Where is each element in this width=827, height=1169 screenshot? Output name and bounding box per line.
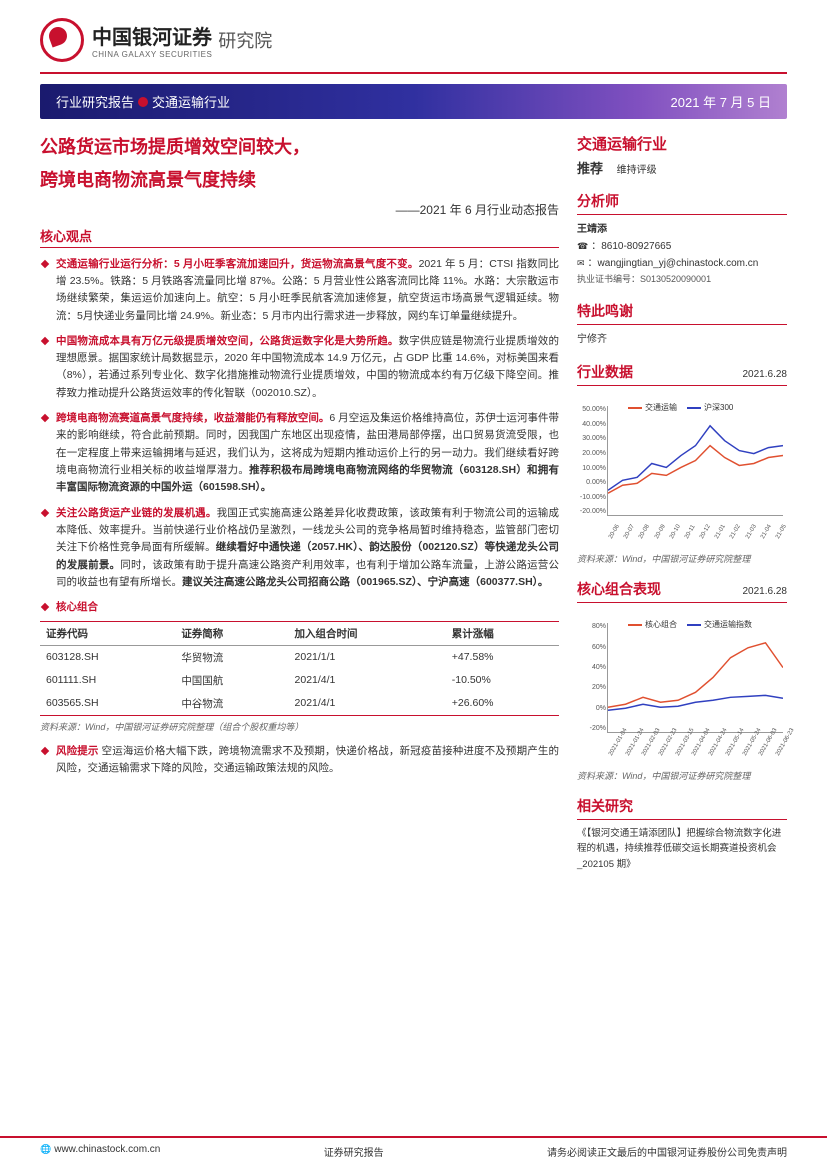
sidebar-industry: 交通运输行业 (577, 133, 787, 154)
table-row: 601111.SH 中国国航 2021/4/1 -10.50% (40, 669, 559, 692)
core-combo-label: 核心组合 (56, 601, 98, 613)
risk-list: 风险提示 空运海运价格大幅下跌，跨境物流需求不及预期，快递价格战，新冠疫苗接种进… (40, 743, 559, 778)
logo-cn: 中国银河证券 (92, 21, 212, 50)
report-title-line1: 公路货运市场提质增效空间较大， (40, 133, 559, 162)
bullet-4-lead: 关注公路货运产业链的发展机遇。 (56, 507, 217, 519)
chart2-source: 资料来源：Wind，中国银河证券研究院整理 (577, 769, 787, 782)
table-source: 资料来源：Wind，中国银河证券研究院整理（组合个股权重均等） (40, 720, 559, 733)
report-title-line2: 跨境电商物流高景气度持续 (40, 166, 559, 195)
main-column: 公路货运市场提质增效空间较大， 跨境电商物流高景气度持续 ——2021 年 6 … (40, 133, 559, 886)
analyst-block: 分析师 王靖添 ☎：8610-80927665 ✉：wangjingtian_y… (577, 191, 787, 287)
rating-line: 推荐 维持评级 (577, 158, 787, 177)
footer-disclaimer: 请务必阅读正文最后的中国银河证券股份公司免责声明 (547, 1144, 787, 1159)
chart2-series2 (608, 696, 783, 711)
bullet-4: 关注公路货运产业链的发展机遇。我国正式实施高速公路差异化收费政策，该政策有利于物… (40, 505, 559, 592)
analyst-title: 分析师 (577, 191, 787, 215)
combo-perf-title: 核心组合表现 2021.6.28 (577, 579, 787, 603)
footer-url: 🌐www.chinastock.com.cn (40, 1144, 160, 1159)
report-header: 中国银河证券 CHINA GALAXY SECURITIES 研究院 (0, 0, 827, 72)
risk-lead: 风险提示 (56, 745, 99, 757)
footer-center: 证券研究报告 (324, 1144, 384, 1159)
header-divider (40, 72, 787, 74)
chart1-yticks: 50.00% 40.00% 30.00% 20.00% 10.00% 0.00%… (578, 406, 606, 515)
chart2-wrap: 核心组合 交通运输指数 80% 60% 40% 20% 0% -20% (577, 609, 787, 765)
report-subtitle: ——2021 年 6 月行业动态报告 (40, 201, 559, 218)
phone-icon: ☎ (577, 241, 588, 251)
content-area: 公路货运市场提质增效空间较大， 跨境电商物流高景气度持续 ——2021 年 6 … (0, 119, 827, 886)
report-banner: 行业研究报告 交通运输行业 2021 年 7 月 5 日 (40, 84, 787, 119)
rating-value: 推荐 (577, 161, 603, 176)
rating-sub: 维持评级 (617, 165, 657, 176)
web-icon: 🌐 (40, 1144, 51, 1154)
chart2-series1 (608, 643, 783, 707)
rating-block: 交通运输行业 推荐 维持评级 (577, 133, 787, 177)
risk-body: 空运海运价格大幅下跌，跨境物流需求不及预期，快递价格战，新冠疫苗接种进度不及预期… (56, 745, 559, 774)
logo-en: CHINA GALAXY SECURITIES (92, 50, 212, 59)
chart2-yticks: 80% 60% 40% 20% 0% -20% (578, 623, 606, 732)
table-header-row: 证券代码 证券简称 加入组合时间 累计涨幅 (40, 621, 559, 645)
related-research-text: 《【银河交通王靖添团队】把握综合物流数字化进程的机遇，持续推荐低碳交运长期赛道投… (577, 826, 787, 872)
combo-perf-block: 核心组合表现 2021.6.28 核心组合 交通运输指数 80% 60% 40%… (577, 579, 787, 782)
bullet-1-lead: 交通运输行业运行分析：5 月小旺季客流加速回升，货运物流高景气度不变。 (56, 258, 419, 270)
th-return: 累计涨幅 (446, 621, 559, 645)
analyst-phone: ☎：8610-80927665 (577, 238, 787, 255)
related-research-title: 相关研究 (577, 796, 787, 820)
industry-data-block: 行业数据 2021.6.28 交通运输 沪深300 50.00% 40.00% … (577, 362, 787, 565)
banner-dot-icon (138, 97, 148, 107)
logo-text-block: 中国银河证券 CHINA GALAXY SECURITIES (92, 21, 212, 59)
banner-date: 2021 年 7 月 5 日 (671, 92, 771, 111)
th-name: 证券简称 (175, 621, 288, 645)
banner-category: 行业研究报告 (56, 92, 134, 111)
banner-industry: 交通运输行业 (152, 92, 230, 111)
chart1-svg (608, 406, 783, 515)
thanks-name: 宁修齐 (577, 331, 787, 348)
mail-icon: ✉ (577, 258, 585, 268)
core-view-list: 交通运输行业运行分析：5 月小旺季客流加速回升，货运物流高景气度不变。2021 … (40, 256, 559, 617)
chart2-xticks: 2021-01-04 2021-01-24 2021-02-03 2021-02… (608, 754, 783, 760)
thanks-title: 特此鸣谢 (577, 301, 787, 325)
bullet-4-tail2: 建议关注高速公路龙头公司招商公路（001965.SZ）、宁沪高速（600377.… (182, 576, 548, 588)
risk-bullet: 风险提示 空运海运价格大幅下跌，跨境物流需求不及预期，快递价格战，新冠疫苗接种进… (40, 743, 559, 778)
bullet-3-lead: 跨境电商物流赛道高景气度持续，收益潜能仍有释放空间。 (56, 412, 329, 424)
core-view-label: 核心观点 (40, 226, 559, 248)
bullet-3: 跨境电商物流赛道高景气度持续，收益潜能仍有释放空间。6 月空运及集运价格维持高位… (40, 410, 559, 497)
core-combo-table: 证券代码 证券简称 加入组合时间 累计涨幅 603128.SH 华贸物流 202… (40, 621, 559, 716)
analyst-info: 王靖添 ☎：8610-80927665 ✉：wangjingtian_yj@ch… (577, 221, 787, 287)
bullet-2-lead: 中国物流成本具有万亿元级提质增效空间，公路货运数字化是大势所趋。 (56, 335, 399, 347)
sidebar-column: 交通运输行业 推荐 维持评级 分析师 王靖添 ☎：8610-80927665 ✉… (577, 133, 787, 886)
thanks-block: 特此鸣谢 宁修齐 (577, 301, 787, 348)
industry-chart: 交通运输 沪深300 50.00% 40.00% 30.00% 20.00% 1… (607, 406, 783, 516)
th-date: 加入组合时间 (289, 621, 446, 645)
th-code: 证券代码 (40, 621, 175, 645)
page-footer: 🌐www.chinastock.com.cn 证券研究报告 请务必阅读正文最后的… (0, 1136, 827, 1169)
banner-left: 行业研究报告 交通运输行业 (56, 92, 230, 111)
analyst-name: 王靖添 (577, 221, 787, 238)
related-research-block: 相关研究 《【银河交通王靖添团队】把握综合物流数字化进程的机遇，持续推荐低碳交运… (577, 796, 787, 872)
chart2-svg (608, 623, 783, 732)
chart1-series2 (608, 426, 783, 490)
table-row: 603565.SH 中谷物流 2021/4/1 +26.60% (40, 692, 559, 716)
chart1-source: 资料来源：Wind，中国银河证券研究院整理 (577, 552, 787, 565)
bullet-1: 交通运输行业运行分析：5 月小旺季客流加速回升，货运物流高景气度不变。2021 … (40, 256, 559, 325)
analyst-cert: 执业证书编号：S0130520090001 (577, 272, 787, 287)
chart1-wrap: 交通运输 沪深300 50.00% 40.00% 30.00% 20.00% 1… (577, 392, 787, 548)
industry-data-title: 行业数据 2021.6.28 (577, 362, 787, 386)
combo-chart: 核心组合 交通运输指数 80% 60% 40% 20% 0% -20% (607, 623, 783, 733)
industry-data-date: 2021.6.28 (743, 369, 788, 380)
combo-perf-date: 2021.6.28 (743, 586, 788, 597)
logo-icon (40, 18, 84, 62)
logo-suffix: 研究院 (218, 27, 272, 53)
table-row: 603128.SH 华贸物流 2021/1/1 +47.58% (40, 645, 559, 669)
bullet-core-combo: 核心组合 (40, 599, 559, 616)
bullet-2: 中国物流成本具有万亿元级提质增效空间，公路货运数字化是大势所趋。数字供应链是物流… (40, 333, 559, 402)
analyst-email: ✉：wangjingtian_yj@chinastock.com.cn (577, 255, 787, 272)
chart1-xticks: 20-06 20-07 20-08 20-09 20-10 20-11 20-1… (608, 537, 783, 543)
